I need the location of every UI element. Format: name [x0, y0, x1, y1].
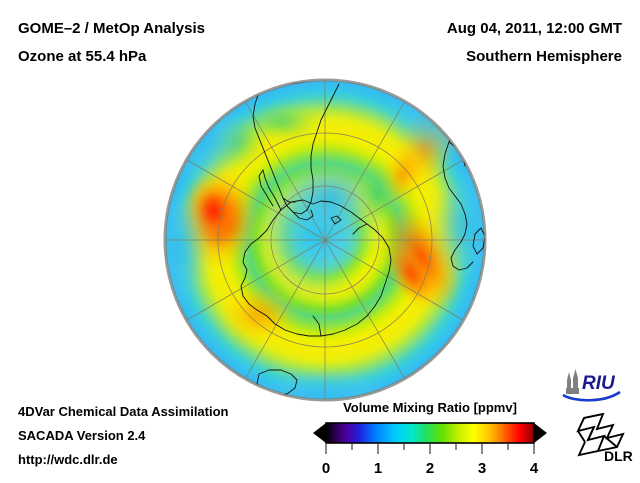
colorbar-title: Volume Mixing Ratio [ppmv] — [343, 400, 517, 415]
colorbar-tick-3: 3 — [478, 460, 486, 477]
dlr-logo-svg: DLR — [576, 412, 633, 464]
instrument-title: GOME–2 / MetOp Analysis — [18, 20, 205, 37]
colorbar-gradient — [326, 423, 534, 443]
riu-logo: RIU — [560, 368, 636, 404]
region-label: Southern Hemisphere — [466, 48, 622, 65]
riu-wordmark: RIU — [582, 373, 616, 394]
dlr-logo: DLR — [568, 412, 634, 464]
cathedral-spires-icon — [566, 369, 579, 394]
colorbar: Volume Mixing Ratio [ppmv] 0 1 2 — [312, 400, 548, 483]
colorbar-tick-labels: 0 1 2 3 4 — [322, 460, 539, 477]
ozone-globe-map — [163, 78, 487, 402]
colorbar-frame — [325, 422, 535, 444]
colorbar-tick-0: 0 — [322, 460, 330, 477]
colorbar-svg: 0 1 2 3 4 — [313, 422, 547, 477]
globe-svg — [163, 78, 487, 402]
colorbar-tick-2: 2 — [426, 460, 434, 477]
colorbar-ticks — [325, 444, 535, 454]
globe-limb — [163, 78, 487, 402]
riu-swoosh-icon — [562, 390, 621, 402]
colorbar-tick-1: 1 — [374, 460, 382, 477]
quantity-subtitle: Ozone at 55.4 hPa — [18, 48, 147, 65]
colorbar-cap-right — [534, 423, 547, 443]
version-label: SACADA Version 2.4 — [18, 428, 146, 443]
datetime-label: Aug 04, 2011, 12:00 GMT — [446, 20, 622, 37]
dlr-pinwheel-icon — [576, 412, 625, 457]
colorbar-cap-left — [313, 423, 326, 443]
coastlines — [218, 80, 485, 400]
method-label: 4DVar Chemical Data Assimilation — [18, 404, 229, 419]
graticule — [165, 80, 485, 400]
wdc-url-label: http://wdc.dlr.de — [18, 452, 118, 467]
riu-logo-svg: RIU — [562, 369, 621, 402]
dlr-wordmark: DLR — [604, 448, 633, 464]
colorbar-tick-4: 4 — [530, 460, 539, 477]
